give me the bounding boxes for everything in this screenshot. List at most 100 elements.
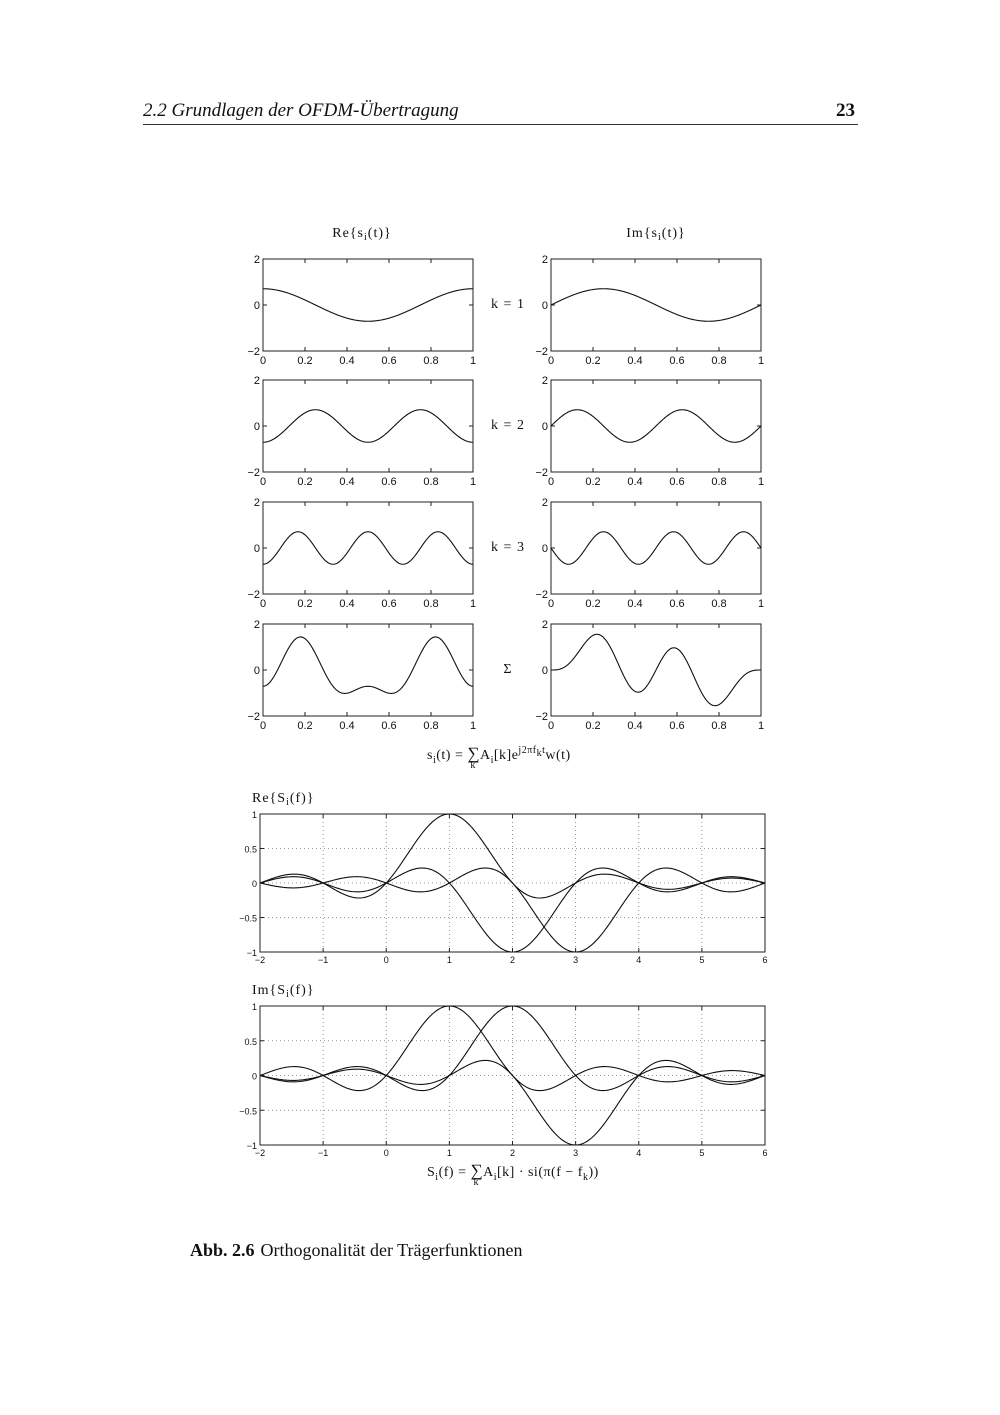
formula-text: [k] · si(π(f − f bbox=[497, 1165, 583, 1180]
y-tick-label: 0 bbox=[254, 421, 260, 433]
x-tick-label: 5 bbox=[699, 955, 704, 965]
x-tick-label: 0.8 bbox=[423, 720, 438, 732]
header-rule bbox=[143, 124, 858, 125]
x-tick-label: 6 bbox=[762, 955, 767, 965]
x-tick-label: 0 bbox=[384, 1148, 389, 1158]
x-tick-label: 0.6 bbox=[669, 355, 684, 367]
x-tick-label: 0 bbox=[548, 720, 554, 732]
imag-part-plot-row-1: 0 0.2 0.4 0.6 0.8 120−2 bbox=[535, 254, 764, 367]
formula-text: s bbox=[427, 748, 433, 763]
x-tick-label: 1 bbox=[758, 598, 764, 610]
row-label: k = 2 bbox=[491, 418, 525, 433]
formula-text: ∑ bbox=[467, 744, 480, 763]
x-tick-label: 2 bbox=[510, 955, 515, 965]
y-tick-label: −2 bbox=[247, 589, 260, 601]
x-tick-label: 0 bbox=[260, 476, 266, 488]
x-tick-label: 0.6 bbox=[381, 720, 396, 732]
x-tick-label: 0.8 bbox=[423, 598, 438, 610]
row-label: k = 3 bbox=[491, 540, 525, 555]
y-tick-label: −2 bbox=[247, 711, 260, 723]
x-tick-label: 0 bbox=[260, 598, 266, 610]
x-tick-label: 1 bbox=[447, 955, 452, 965]
x-tick-label: 0 bbox=[548, 598, 554, 610]
formula-text: i bbox=[432, 754, 437, 766]
formula-text: i bbox=[493, 1171, 497, 1183]
x-tick-label: 1 bbox=[470, 720, 476, 732]
axes-box bbox=[262, 501, 474, 595]
sinc-curve bbox=[259, 867, 766, 953]
x-tick-label: 0 bbox=[548, 355, 554, 367]
spectrum-title-2: Im{Si(f)} bbox=[252, 983, 315, 1000]
x-tick-label: 0.4 bbox=[627, 720, 642, 732]
y-tick-label: 0 bbox=[252, 879, 257, 889]
y-tick-label: 0 bbox=[542, 665, 548, 677]
y-tick-label: 2 bbox=[542, 619, 548, 631]
y-tick-label: 1 bbox=[252, 810, 257, 820]
real-part-curve bbox=[262, 409, 474, 443]
y-tick-label: 0.5 bbox=[244, 845, 257, 855]
x-tick-label: 0.6 bbox=[669, 476, 684, 488]
x-tick-label: 2 bbox=[510, 1148, 515, 1158]
y-tick-label: −2 bbox=[535, 467, 548, 479]
y-tick-label: 0 bbox=[542, 421, 548, 433]
x-tick-label: 1 bbox=[470, 598, 476, 610]
imag-part-plot-row-2: 0 0.2 0.4 0.6 0.8 120−2 bbox=[535, 375, 764, 488]
x-tick-label: 0 bbox=[548, 476, 554, 488]
time-domain-formula: si(t) = ∑ k Ai[k]ej2πfktw(t) bbox=[427, 744, 571, 771]
formula-text: )) bbox=[588, 1165, 599, 1180]
sum-symbol: ∑ k bbox=[470, 1161, 484, 1188]
x-tick-label: 0.8 bbox=[711, 476, 726, 488]
x-tick-label: 0.2 bbox=[585, 598, 600, 610]
x-tick-label: 4 bbox=[636, 1148, 641, 1158]
y-tick-label: −2 bbox=[535, 589, 548, 601]
formula-text: t bbox=[542, 745, 546, 757]
y-tick-label: 0 bbox=[542, 543, 548, 555]
x-tick-label: 4 bbox=[636, 955, 641, 965]
formula-text: k bbox=[536, 748, 543, 760]
x-tick-label: 0.6 bbox=[381, 476, 396, 488]
x-tick-label: 0.2 bbox=[585, 720, 600, 732]
row-label: Σ bbox=[503, 662, 512, 677]
real-part-curve bbox=[263, 288, 473, 322]
formula-text: i bbox=[490, 754, 494, 766]
y-tick-label: −0.5 bbox=[239, 1106, 257, 1116]
y-tick-label: 2 bbox=[542, 254, 548, 266]
real-part-plot-row-1: 0 0.2 0.4 0.6 0.8 120−2 bbox=[247, 254, 476, 367]
formula-text: k bbox=[470, 760, 476, 771]
real-part-plot-row-3: 0 0.2 0.4 0.6 0.8 120−2 bbox=[247, 497, 476, 610]
x-tick-label: 0.4 bbox=[339, 355, 354, 367]
caption-text: Orthogonalität der Trägerfunktionen bbox=[260, 1240, 523, 1260]
x-tick-label: 0.2 bbox=[297, 476, 312, 488]
formula-text: ∑ bbox=[470, 1161, 484, 1180]
formula-text: k bbox=[473, 1177, 479, 1188]
x-tick-label: 0.8 bbox=[711, 720, 726, 732]
x-tick-label: 0.6 bbox=[669, 598, 684, 610]
formula-text: [k]e bbox=[493, 748, 519, 763]
y-tick-label: 0 bbox=[252, 1072, 257, 1082]
x-tick-label: 0.8 bbox=[423, 476, 438, 488]
x-tick-label: 1 bbox=[758, 476, 764, 488]
running-header-title: 2.2 Grundlagen der OFDM-Übertragung bbox=[143, 100, 459, 121]
real-part-curve bbox=[262, 636, 474, 694]
x-tick-label: 0.2 bbox=[585, 476, 600, 488]
imag-part-curve bbox=[551, 633, 761, 707]
sinc-curve bbox=[259, 867, 766, 953]
x-tick-label: 0 bbox=[384, 955, 389, 965]
y-tick-label: 2 bbox=[542, 497, 548, 509]
x-tick-label: −2 bbox=[255, 955, 265, 965]
x-tick-label: 0.2 bbox=[585, 355, 600, 367]
plot-title-im-time: Im{si(t)} bbox=[626, 226, 685, 243]
y-tick-label: −2 bbox=[535, 711, 548, 723]
formula-text: A bbox=[483, 1165, 494, 1180]
x-tick-label: −1 bbox=[318, 1148, 328, 1158]
formula-text: w(t) bbox=[545, 748, 571, 763]
y-tick-label: 2 bbox=[254, 254, 260, 266]
x-tick-label: 1 bbox=[758, 355, 764, 367]
y-tick-label: 2 bbox=[254, 375, 260, 387]
caption-label: Abb. 2.6 bbox=[190, 1240, 255, 1260]
x-tick-label: 0.4 bbox=[339, 720, 354, 732]
x-tick-label: −2 bbox=[255, 1148, 265, 1158]
y-tick-label: 0 bbox=[254, 543, 260, 555]
x-tick-label: 0.6 bbox=[381, 355, 396, 367]
